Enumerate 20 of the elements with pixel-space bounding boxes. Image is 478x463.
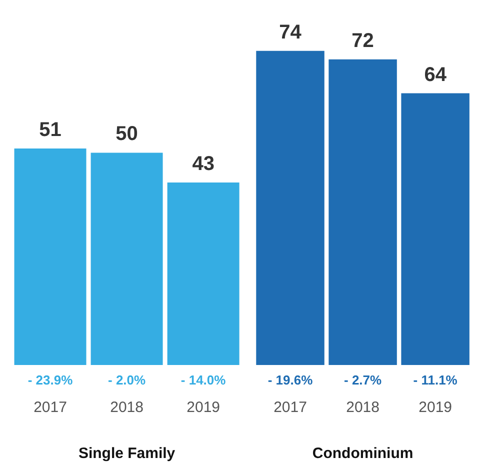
data-label: 51	[39, 119, 62, 141]
data-label: 72	[352, 30, 374, 52]
x-tick-label: 2019	[418, 399, 452, 416]
x-tick-label: 2018	[346, 399, 380, 416]
data-label: 64	[424, 64, 448, 86]
text: - 11.1%	[413, 372, 458, 388]
data-label: 74	[279, 21, 302, 44]
x-tick-label: 2017	[34, 399, 67, 416]
text: - 2.0%	[108, 372, 146, 388]
x-axis-title: Condominium	[312, 445, 414, 462]
text: - 23.9%	[28, 372, 74, 388]
x-tick-label: 2017	[274, 399, 307, 416]
x-tick-label: 2019	[186, 399, 220, 416]
x-tick-label: 2018	[110, 399, 144, 416]
text: - 2.7%	[344, 372, 382, 388]
text: - 14.0%	[180, 372, 226, 388]
data-label: 43	[192, 152, 214, 175]
x-axis-title: Single Family	[78, 445, 176, 462]
data-label: 50	[116, 123, 138, 146]
text: - 19.6%	[268, 372, 314, 388]
